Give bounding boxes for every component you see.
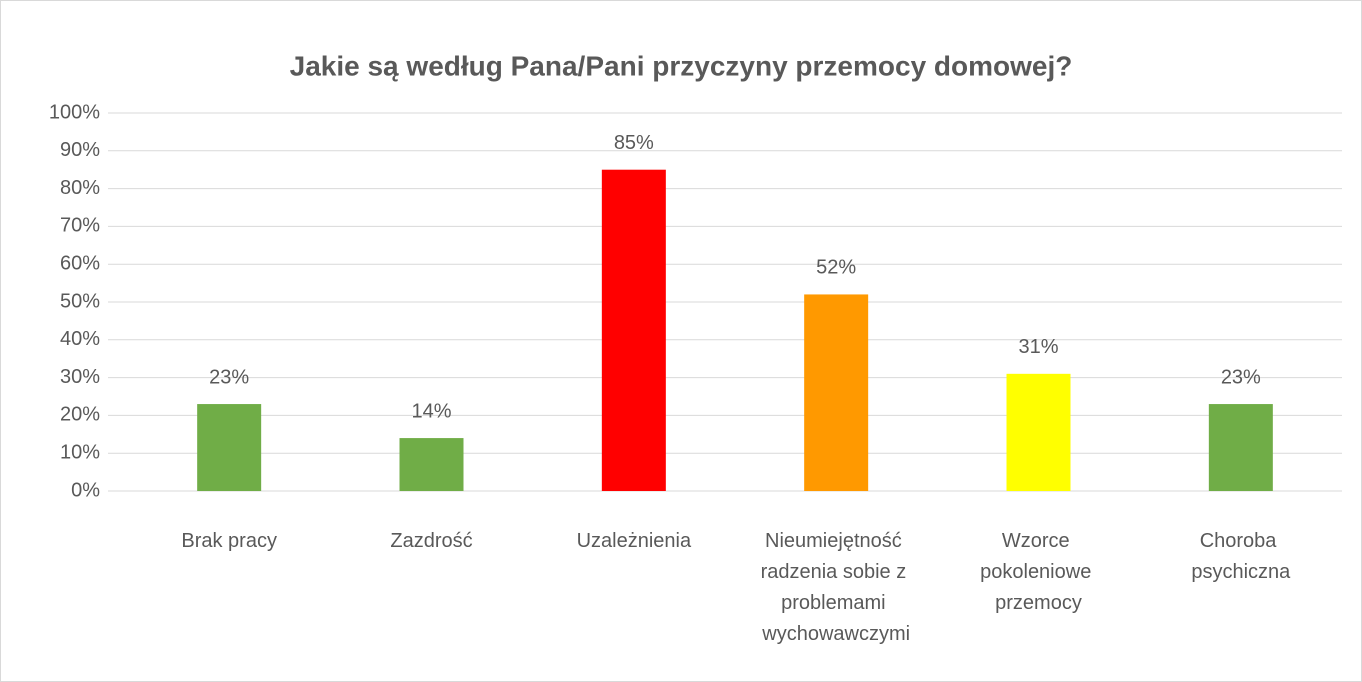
bar [804, 294, 869, 491]
bar [399, 438, 464, 491]
y-tick-label: 20% [60, 404, 100, 426]
y-tick-label: 10% [60, 441, 100, 463]
x-tick-label: Uzależnienia [577, 530, 692, 552]
x-tick-label: Zazdrość [390, 530, 472, 552]
x-tick-label: Brak pracy [181, 530, 277, 552]
y-tick-label: 90% [60, 139, 100, 161]
y-tick-label: 40% [60, 328, 100, 350]
bar [197, 404, 262, 491]
y-tick-label: 100% [49, 101, 100, 123]
data-label: 31% [1018, 336, 1058, 358]
data-label: 23% [1221, 366, 1261, 388]
data-label: 52% [816, 257, 856, 279]
x-tick-label: Nieumiejętność radzenia sobie z problema… [761, 530, 912, 645]
data-label: 23% [209, 366, 249, 388]
x-tick-label: Wzorce pokoleniowe przemocy [980, 530, 1097, 614]
y-tick-label: 30% [60, 366, 100, 388]
y-tick-label: 80% [60, 177, 100, 199]
y-tick-label: 70% [60, 215, 100, 237]
bar [601, 169, 666, 491]
y-tick-label: 60% [60, 252, 100, 274]
bar [1006, 373, 1071, 491]
chart-title: Jakie są według Pana/Pani przyczyny prze… [290, 50, 1073, 81]
y-tick-label: 0% [71, 479, 100, 501]
y-tick-label: 50% [60, 290, 100, 312]
data-label: 14% [411, 400, 451, 422]
data-label: 85% [614, 132, 654, 154]
x-tick-label: Choroba psychiczna [1191, 530, 1291, 583]
bar [1208, 404, 1273, 491]
